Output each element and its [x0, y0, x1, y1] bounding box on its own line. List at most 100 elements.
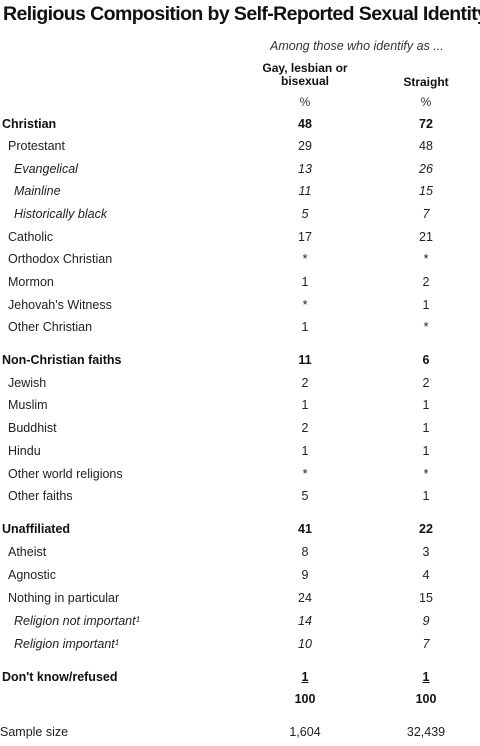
value-straight: 2	[422, 275, 430, 289]
value-straight: 1	[422, 298, 430, 312]
table-row: Nothing in particular 24 15	[0, 591, 480, 611]
table-row: Evangelical 13 26	[0, 162, 480, 182]
sample-size-gay-lesbian-bisexual: 1,604	[289, 725, 321, 739]
table-row: Non-Christian faiths 11 6	[0, 353, 480, 373]
total-row: 100 100	[0, 692, 480, 712]
sample-size-row: Sample size 1,604 32,439	[0, 725, 480, 745]
value-gay-lesbian-bisexual: 1	[301, 320, 309, 334]
value-straight: 72	[419, 117, 433, 131]
row-label: Nothing in particular	[8, 591, 120, 605]
sample-size-straight: 32,439	[406, 725, 446, 739]
value-gay-lesbian-bisexual: 17	[298, 230, 312, 244]
row-label: Hindu	[8, 444, 41, 458]
column-header-line1: Straight	[403, 75, 449, 89]
value-gay-lesbian-bisexual: 9	[301, 568, 309, 582]
value-gay-lesbian-bisexual: *	[302, 252, 308, 266]
table-row: Other world religions * *	[0, 467, 480, 487]
row-label: Muslim	[8, 398, 48, 412]
table-row: Religion important¹ 10 7	[0, 637, 480, 657]
column-header-gay-lesbian-bisexual: Gay, lesbian or bisexual	[250, 62, 360, 88]
page-title: Religious Composition by Self-Reported S…	[3, 3, 480, 25]
value-gay-lesbian-bisexual: 1	[301, 275, 309, 289]
subtitle: Among those who identify as ...	[270, 39, 444, 53]
value-straight: 7	[422, 637, 430, 651]
row-label: Other world religions	[8, 467, 123, 481]
row-label: Protestant	[8, 139, 65, 153]
row-label: Catholic	[8, 230, 54, 244]
value-gay-lesbian-bisexual: 14	[298, 614, 312, 628]
value-gay-lesbian-bisexual: *	[302, 298, 308, 312]
value-straight: 15	[419, 184, 433, 198]
value-straight: 1	[422, 670, 430, 684]
table-row: Unaffiliated 41 22	[0, 522, 480, 542]
value-gay-lesbian-bisexual: 1	[301, 398, 309, 412]
table-row: Atheist 8 3	[0, 545, 480, 565]
value-gay-lesbian-bisexual: 10	[298, 637, 312, 651]
value-gay-lesbian-bisexual: 1	[301, 670, 309, 684]
value-straight: 3	[422, 545, 430, 559]
sample-size-label: Sample size	[0, 725, 69, 739]
row-label: Agnostic	[8, 568, 56, 582]
value-straight: 9	[422, 614, 430, 628]
row-label: Other Christian	[8, 320, 93, 334]
value-straight: 1	[422, 489, 430, 503]
value-straight: 48	[419, 139, 433, 153]
value-straight: *	[423, 467, 429, 481]
row-label: Evangelical	[14, 162, 78, 176]
value-gay-lesbian-bisexual: *	[302, 467, 308, 481]
column-header-line2: bisexual	[280, 74, 330, 88]
row-label: Religion not important¹	[14, 614, 140, 628]
row-label: Historically black	[14, 207, 108, 221]
row-label: Other faiths	[8, 489, 73, 503]
value-gay-lesbian-bisexual: 2	[301, 421, 309, 435]
value-straight: 7	[422, 207, 430, 221]
value-straight: 1	[422, 444, 430, 458]
row-label: Buddhist	[8, 421, 57, 435]
unit-label: %	[299, 95, 311, 109]
value-gay-lesbian-bisexual: 11	[298, 184, 312, 198]
row-label: Non-Christian faiths	[2, 353, 122, 367]
value-gay-lesbian-bisexual: 1	[301, 444, 309, 458]
total-straight: 100	[415, 692, 437, 706]
table-row: Agnostic 9 4	[0, 568, 480, 588]
row-label: Orthodox Christian	[8, 252, 113, 266]
value-gay-lesbian-bisexual: 11	[298, 353, 312, 367]
row-label: Don't know/refused	[2, 670, 118, 684]
value-gay-lesbian-bisexual: 48	[298, 117, 312, 131]
value-gay-lesbian-bisexual: 41	[298, 522, 312, 536]
table-row: Christian 48 72	[0, 117, 480, 137]
value-gay-lesbian-bisexual: 5	[301, 207, 309, 221]
table-row: Don't know/refused 1 1	[0, 670, 480, 690]
table-row: Historically black 5 7	[0, 207, 480, 227]
value-straight: 26	[419, 162, 433, 176]
value-straight: *	[423, 252, 429, 266]
table-row: Jewish 2 2	[0, 376, 480, 396]
table-row: Catholic 17 21	[0, 230, 480, 250]
value-gay-lesbian-bisexual: 13	[298, 162, 312, 176]
value-straight: 4	[422, 568, 430, 582]
table-row: Other Christian 1 *	[0, 320, 480, 340]
table-row: Protestant 29 48	[0, 139, 480, 159]
table-row: Religion not important¹ 14 9	[0, 614, 480, 634]
unit-label: %	[420, 95, 432, 109]
table-row: Mainline 11 15	[0, 184, 480, 204]
value-straight: 1	[422, 398, 430, 412]
table-row: Buddhist 2 1	[0, 421, 480, 441]
row-label: Jewish	[8, 376, 47, 390]
table-row: Hindu 1 1	[0, 444, 480, 464]
row-label: Mormon	[8, 275, 54, 289]
value-straight: 6	[422, 353, 430, 367]
table-row: Muslim 1 1	[0, 398, 480, 418]
value-gay-lesbian-bisexual: 8	[301, 545, 309, 559]
table-row: Orthodox Christian * *	[0, 252, 480, 272]
row-label: Unaffiliated	[2, 522, 71, 536]
value-gay-lesbian-bisexual: 5	[301, 489, 309, 503]
table-row: Jehovah's Witness * 1	[0, 298, 480, 318]
value-gay-lesbian-bisexual: 2	[301, 376, 309, 390]
row-label: Religion important¹	[14, 637, 119, 651]
table-row: Mormon 1 2	[0, 275, 480, 295]
value-straight: 22	[419, 522, 433, 536]
value-straight: 21	[419, 230, 433, 244]
column-header-straight: Straight	[376, 76, 476, 89]
column-header-line1: Gay, lesbian or	[262, 61, 348, 75]
